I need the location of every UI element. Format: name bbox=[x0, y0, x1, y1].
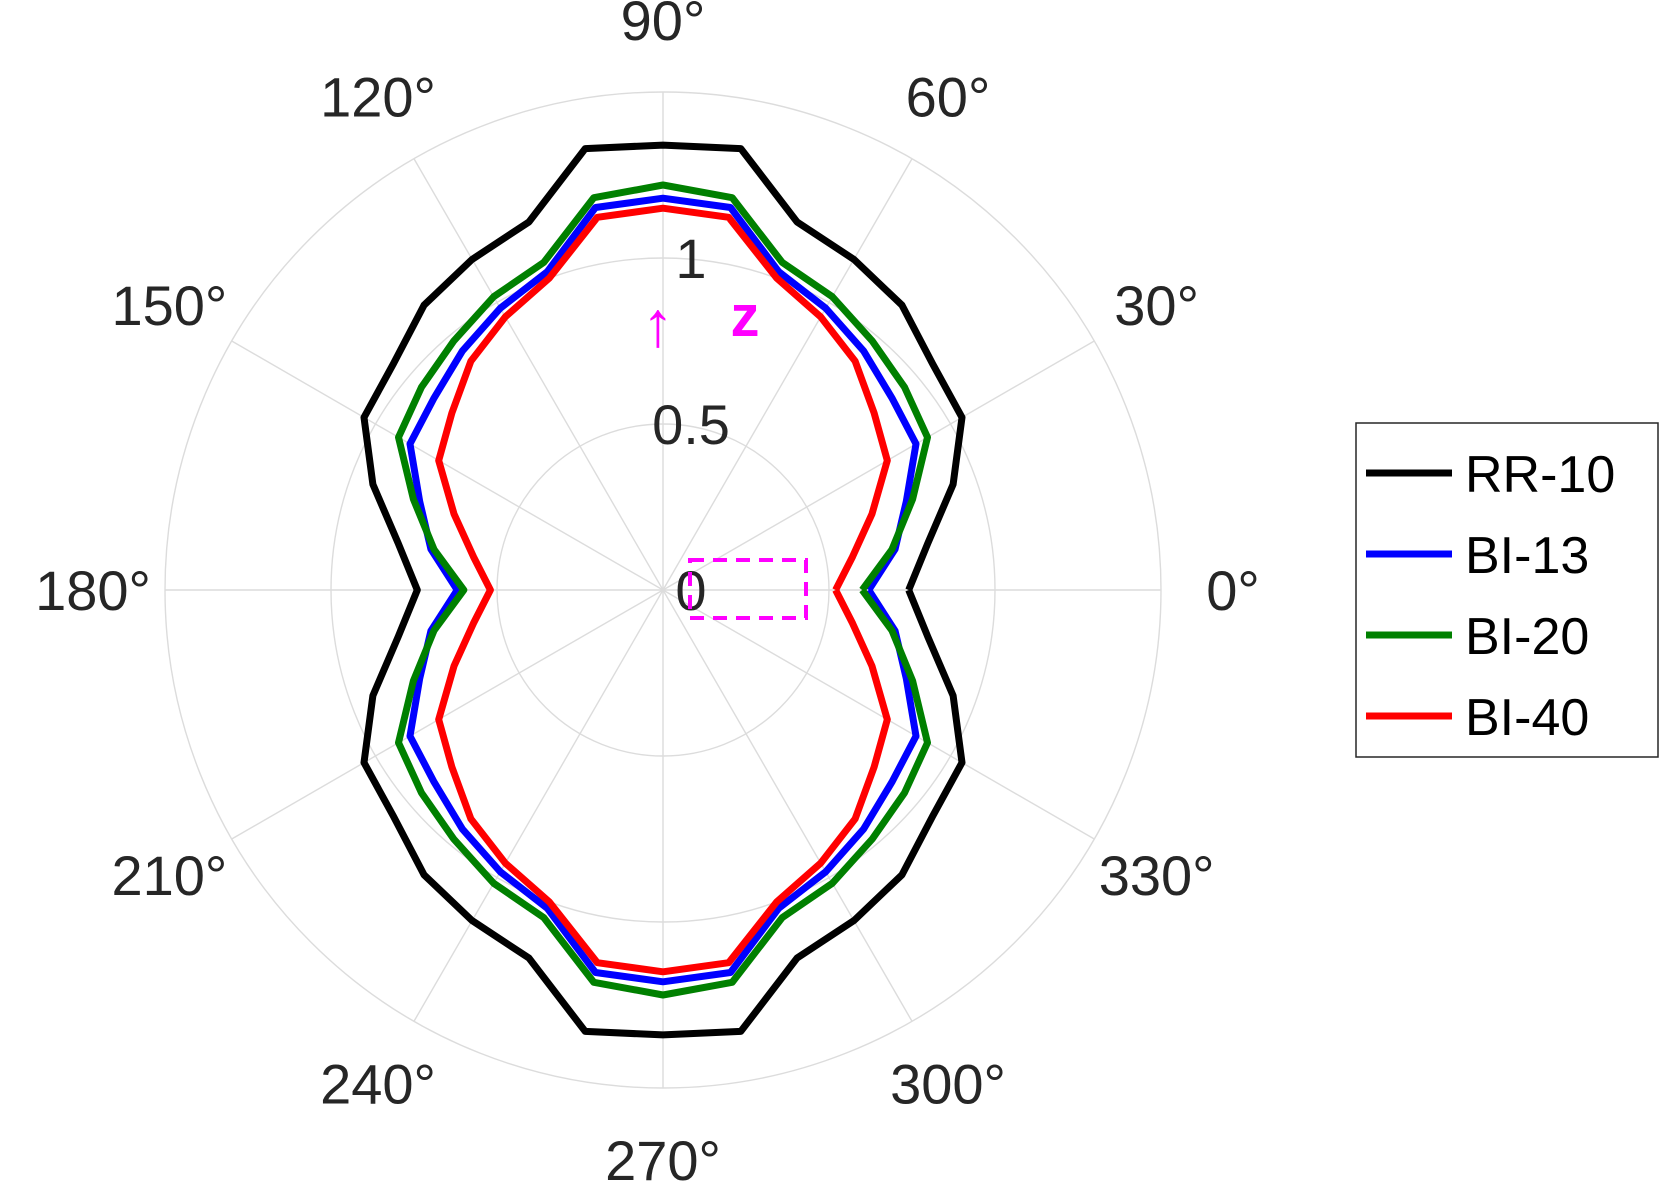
angle-tick-label: 60° bbox=[906, 65, 991, 128]
radial-tick-labels: 00.51 bbox=[652, 227, 730, 622]
series-line-bi-40 bbox=[435, 204, 891, 976]
grid-spoke bbox=[231, 340, 664, 591]
angle-tick-label: 0° bbox=[1206, 559, 1260, 622]
legend-label: BI-40 bbox=[1465, 689, 1589, 747]
grid-spoke bbox=[231, 589, 664, 840]
angle-tick-label: 270° bbox=[605, 1129, 721, 1188]
grid-spoke bbox=[662, 589, 1095, 840]
angle-tick-label: 180° bbox=[35, 559, 151, 622]
z-axis-label: z bbox=[731, 284, 760, 349]
angle-tick-label: 150° bbox=[111, 274, 227, 337]
angle-tick-label: 210° bbox=[111, 844, 227, 907]
angle-tick-label: 330° bbox=[1099, 844, 1215, 907]
dashed-rectangle-marker bbox=[688, 558, 808, 620]
polar-grid bbox=[164, 91, 1162, 1089]
angle-tick-label: 240° bbox=[320, 1053, 436, 1116]
angle-tick-label: 90° bbox=[621, 0, 706, 52]
series-line-bi-20 bbox=[395, 181, 931, 999]
annotation: ↑ z bbox=[642, 284, 808, 620]
legend: RR-10 BI-13 BI-20 BI-40 bbox=[1355, 422, 1659, 758]
grid-spoke bbox=[662, 158, 913, 591]
grid-spoke bbox=[413, 589, 664, 1022]
radial-tick-label: 0 bbox=[675, 559, 706, 622]
radial-tick-label: 0.5 bbox=[652, 393, 730, 456]
angle-tick-label: 30° bbox=[1114, 274, 1199, 337]
z-arrow-icon: ↑ bbox=[642, 288, 674, 360]
grid-spoke bbox=[662, 340, 1095, 591]
angle-tick-labels: 0° 30° 60° 90° 120° 150° 180° 210° 240° 270° 300° 3… bbox=[35, 0, 1260, 1188]
legend-label: RR-10 bbox=[1465, 446, 1615, 504]
grid-spoke bbox=[413, 158, 664, 591]
angle-tick-label: 300° bbox=[890, 1053, 1006, 1116]
legend-box bbox=[1355, 422, 1659, 758]
angle-tick-label: 120° bbox=[320, 65, 436, 128]
series-line-rr-10 bbox=[360, 141, 966, 1039]
series-line-bi-13 bbox=[406, 194, 920, 986]
series-lines bbox=[360, 141, 966, 1039]
radial-tick-label: 1 bbox=[675, 227, 706, 290]
legend-label: BI-13 bbox=[1465, 527, 1589, 585]
legend-label: BI-20 bbox=[1465, 608, 1589, 666]
grid-spoke bbox=[662, 589, 913, 1022]
